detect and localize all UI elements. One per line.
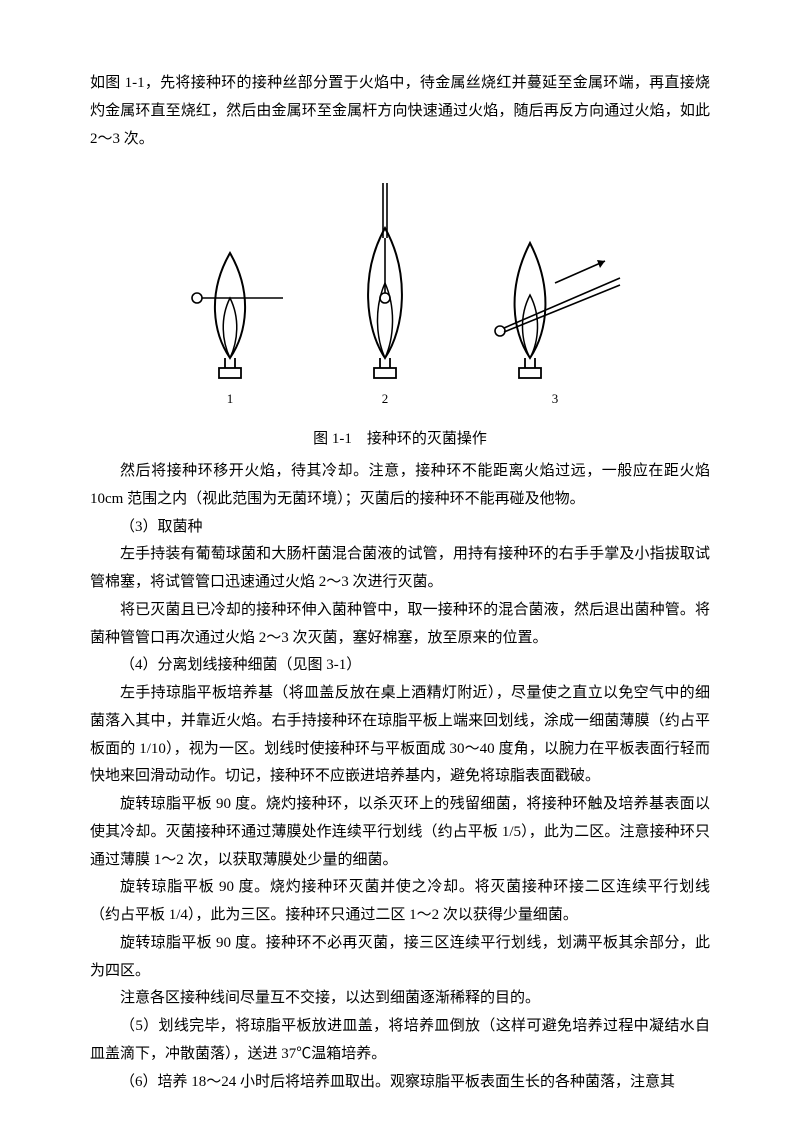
- flame-3-label: 3: [552, 387, 559, 411]
- paragraph-1: 然后将接种环移开火焰，待其冷却。注意，接种环不能距离火焰过远，一般应在距火焰 1…: [90, 458, 710, 514]
- paragraph-8: 旋转琼脂平板 90 度。烧灼接种环灭菌并使之冷却。将灭菌接种环接二区连续平行划线…: [90, 874, 710, 930]
- flame-1-svg: [175, 213, 285, 383]
- paragraph-2: （3）取菌种: [90, 514, 710, 542]
- paragraph-5: （4）分离划线接种细菌（见图 3-1）: [90, 652, 710, 680]
- flame-2-label: 2: [382, 387, 389, 411]
- paragraph-7: 旋转琼脂平板 90 度。烧灼接种环，以杀灭环上的残留细菌，将接种环触及培养基表面…: [90, 791, 710, 874]
- paragraph-6: 左手持琼脂平板培养基（将皿盖反放在桌上酒精灯附近），尽量使之直立以免空气中的细菌…: [90, 680, 710, 791]
- flame-1: 1: [175, 213, 285, 411]
- figure-1-1: 1 2: [90, 183, 710, 411]
- paragraph-12: （6）培养 18～24 小时后将培养皿取出。观察琼脂平板表面生长的各种菌落，注意…: [90, 1069, 710, 1097]
- flame-2: 2: [340, 183, 430, 411]
- figure-caption: 图 1-1 接种环的灭菌操作: [90, 426, 710, 454]
- flame-3: 3: [485, 213, 625, 411]
- intro-paragraph: 如图 1-1，先将接种环的接种丝部分置于火焰中，待金属丝烧红并蔓延至金属环端，再…: [90, 70, 710, 153]
- flame-3-svg: [485, 213, 625, 383]
- paragraph-11: （5）划线完毕，将琼脂平板放进皿盖，将培养皿倒放（这样可避免培养过程中凝结水自皿…: [90, 1013, 710, 1069]
- paragraph-9: 旋转琼脂平板 90 度。接种环不必再灭菌，接三区连续平行划线，划满平板其余部分，…: [90, 930, 710, 986]
- paragraph-10: 注意各区接种线间尽量互不交接，以达到细菌逐渐稀释的目的。: [90, 985, 710, 1013]
- paragraph-4: 将已灭菌且已冷却的接种环伸入菌种管中，取一接种环的混合菌液，然后退出菌种管。将菌…: [90, 597, 710, 653]
- flame-1-label: 1: [227, 387, 234, 411]
- flame-2-svg: [340, 183, 430, 383]
- paragraph-3: 左手持装有葡萄球菌和大肠杆菌混合菌液的试管，用持有接种环的右手手掌及小指拔取试管…: [90, 541, 710, 597]
